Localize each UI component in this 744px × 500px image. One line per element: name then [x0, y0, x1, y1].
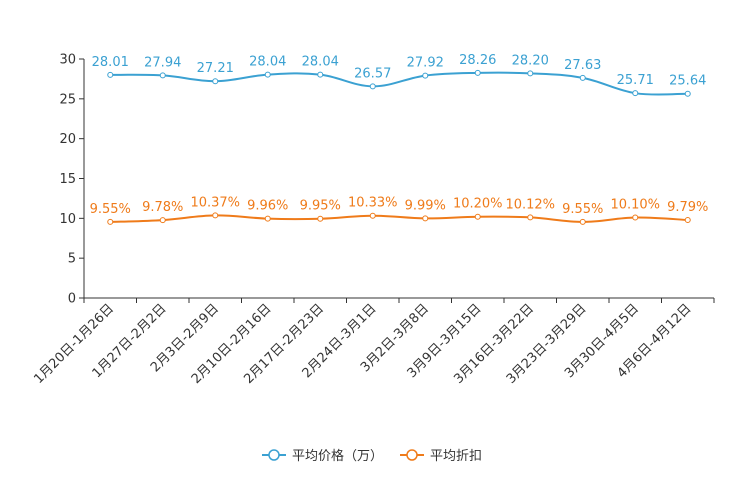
data-point[interactable]: [159, 72, 166, 79]
data-label: 9.78%: [142, 200, 183, 215]
data-label: 10.33%: [348, 196, 398, 211]
y-tick-label: 10: [59, 212, 76, 227]
data-label: 27.94: [144, 55, 181, 70]
series-0: 28.01 27.94 27.21 28.04 28.04 26.57 27.92 28.26…: [92, 53, 706, 97]
data-point[interactable]: [264, 215, 271, 222]
data-point[interactable]: [422, 215, 429, 222]
series-line: [110, 214, 688, 223]
y-tick-label: 20: [59, 132, 76, 147]
data-label: 28.04: [302, 55, 339, 70]
data-label: 28.26: [459, 53, 496, 68]
data-point[interactable]: [579, 218, 586, 225]
data-point[interactable]: [579, 74, 586, 81]
data-point[interactable]: [212, 78, 219, 85]
y-tick-label: 0: [68, 292, 76, 307]
y-tick-label: 25: [59, 92, 76, 107]
data-label: 28.01: [92, 55, 129, 70]
series-layer: 28.01 27.94 27.21 28.04 28.04 26.57 27.92 28.26…: [90, 53, 708, 225]
data-label: 9.95%: [300, 199, 341, 214]
data-point[interactable]: [369, 83, 376, 90]
data-point[interactable]: [474, 213, 481, 220]
series-line: [110, 71, 688, 96]
series-1: 9.55% 9.78% 10.37% 9.96% 9.95% 10.33% 9.99% 10.…: [90, 195, 708, 225]
legend[interactable]: 平均价格（万） 平均折扣: [262, 448, 482, 464]
data-point[interactable]: [527, 70, 534, 77]
data-point[interactable]: [212, 212, 219, 219]
data-label: 27.21: [197, 61, 234, 76]
data-label: 27.63: [564, 58, 601, 73]
data-label: 9.55%: [562, 202, 603, 217]
data-point[interactable]: [317, 71, 324, 78]
legend-label: 平均折扣: [430, 449, 482, 464]
data-label: 10.37%: [190, 195, 240, 210]
data-point[interactable]: [107, 218, 114, 225]
x-axis-tick-labels: 1月20日-1月26日1月27日-2月2日2月3日-2月9日2月10日-2月16…: [31, 298, 715, 387]
data-label: 10.10%: [610, 198, 660, 213]
data-label: 9.79%: [667, 200, 708, 215]
data-point[interactable]: [684, 217, 691, 224]
data-point[interactable]: [159, 217, 166, 224]
data-point[interactable]: [474, 69, 481, 76]
data-point[interactable]: [422, 72, 429, 79]
data-label: 25.64: [669, 74, 706, 89]
legend-item-1[interactable]: 平均折扣: [400, 449, 482, 464]
data-label: 28.04: [249, 55, 286, 70]
legend-item-0[interactable]: 平均价格（万）: [262, 448, 383, 464]
y-tick-label: 30: [59, 53, 76, 68]
data-label: 26.57: [354, 66, 391, 81]
data-point[interactable]: [369, 212, 376, 219]
data-label: 27.92: [407, 56, 444, 71]
data-point[interactable]: [632, 214, 639, 221]
data-point[interactable]: [264, 71, 271, 78]
y-axis-ticks: 0 5 10 15 20 25 30: [59, 53, 84, 307]
y-tick-label: 5: [68, 252, 76, 267]
axes: [83, 59, 714, 299]
data-label: 25.71: [617, 73, 654, 88]
data-label: 10.12%: [505, 197, 555, 212]
legend-marker: [406, 449, 418, 461]
data-point[interactable]: [107, 71, 114, 78]
data-label: 9.99%: [405, 198, 446, 213]
y-tick-label: 15: [59, 172, 76, 187]
data-point[interactable]: [527, 214, 534, 221]
legend-label: 平均价格（万）: [292, 448, 383, 464]
data-label: 9.55%: [90, 202, 131, 217]
data-label: 10.20%: [453, 197, 503, 212]
data-point[interactable]: [317, 215, 324, 222]
data-point[interactable]: [632, 90, 639, 97]
data-label: 9.96%: [247, 199, 288, 214]
data-point[interactable]: [684, 90, 691, 97]
legend-marker: [268, 449, 280, 461]
data-label: 28.20: [512, 53, 549, 68]
